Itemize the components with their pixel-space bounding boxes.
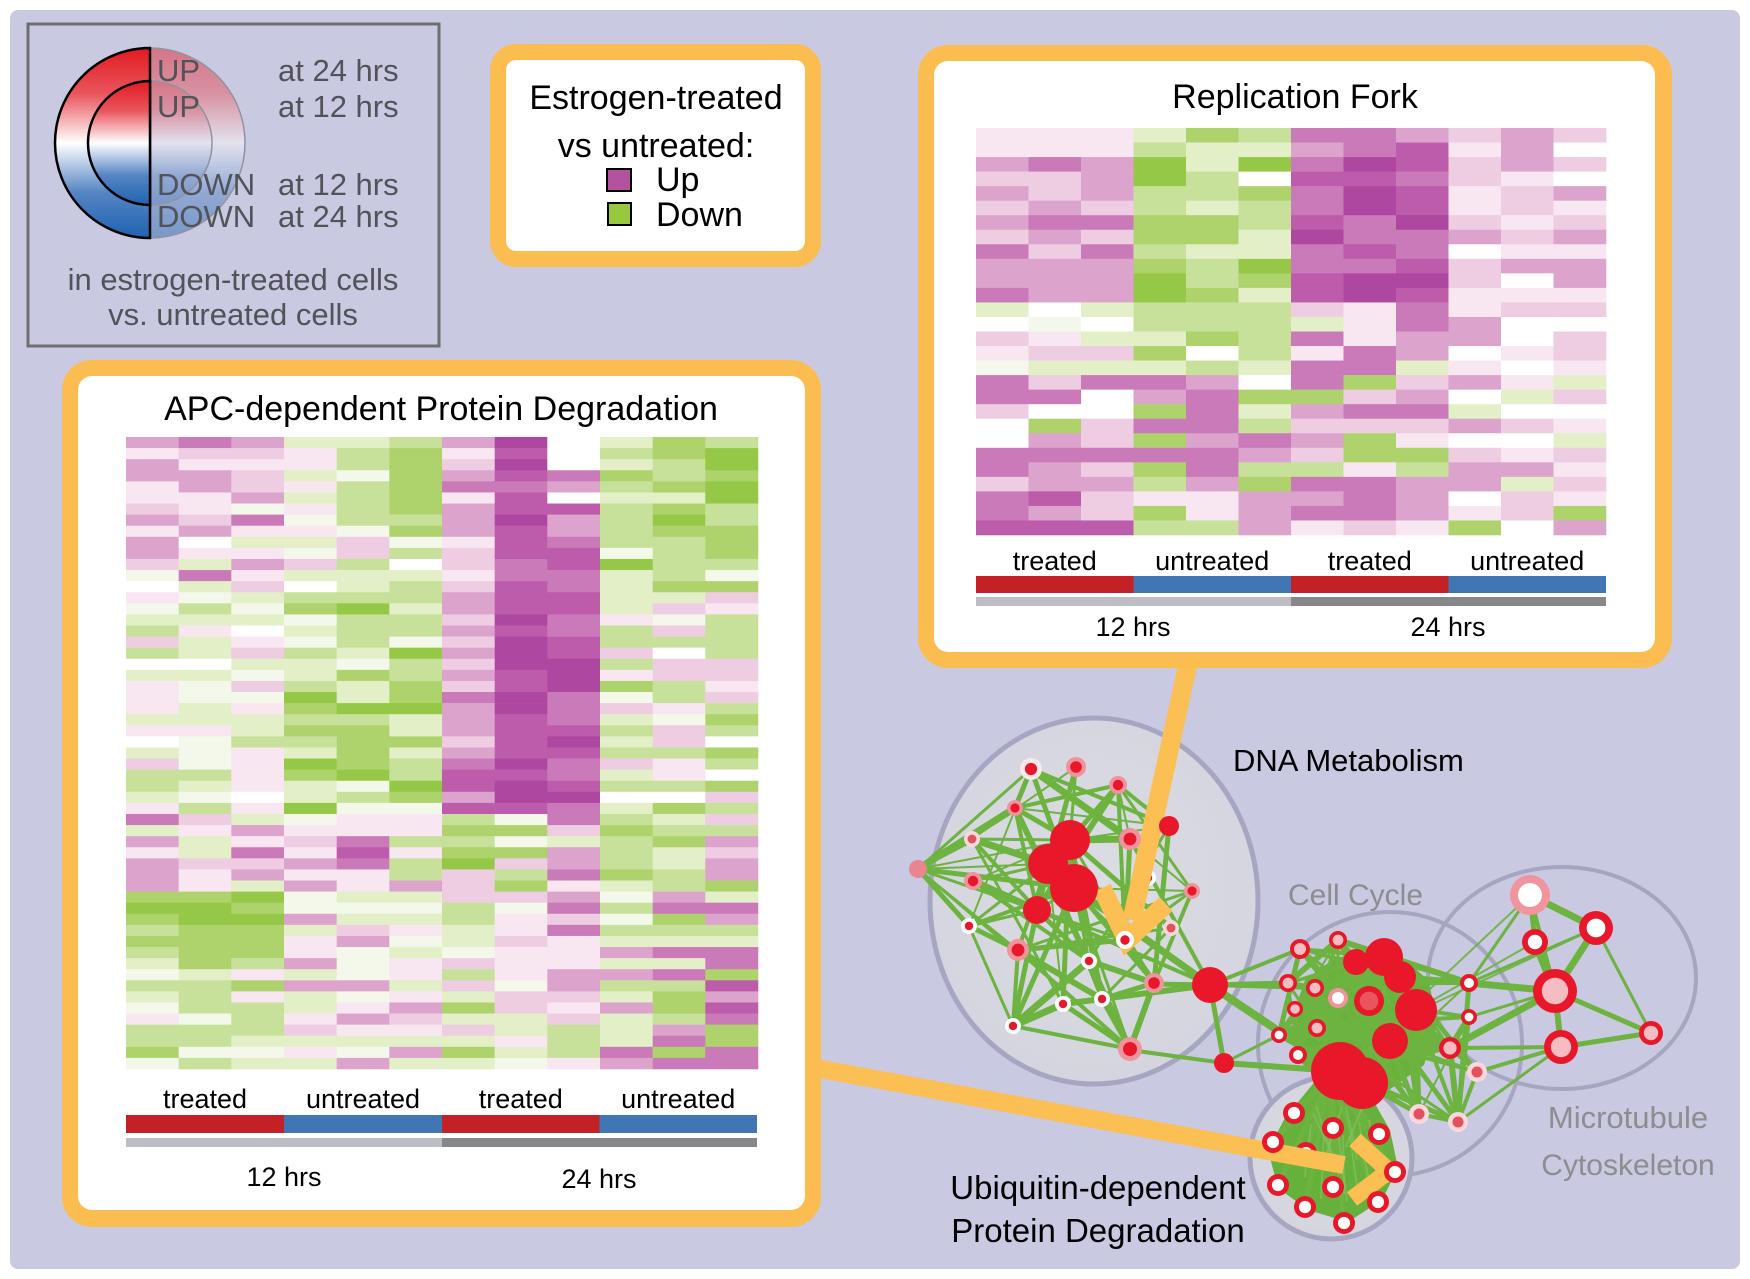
svg-text:at 12 hrs: at 12 hrs [278, 167, 399, 202]
svg-text:Protein Degradation: Protein Degradation [951, 1212, 1245, 1249]
svg-text:Cell Cycle: Cell Cycle [1288, 879, 1423, 912]
svg-text:at 24 hrs: at 24 hrs [278, 53, 399, 88]
svg-text:vs. untreated cells: vs. untreated cells [108, 297, 358, 332]
svg-text:24 hrs: 24 hrs [1410, 612, 1485, 642]
svg-text:12 hrs: 12 hrs [1095, 612, 1170, 642]
svg-text:Replication Fork: Replication Fork [1172, 78, 1419, 116]
svg-text:Ubiquitin-dependent: Ubiquitin-dependent [950, 1169, 1245, 1206]
svg-text:treated: treated [479, 1084, 563, 1114]
svg-text:24 hrs: 24 hrs [561, 1164, 636, 1194]
svg-text:at 24 hrs: at 24 hrs [278, 199, 399, 234]
svg-text:DOWN: DOWN [157, 199, 255, 234]
svg-text:untreated: untreated [1470, 546, 1584, 576]
svg-text:treated: treated [163, 1084, 247, 1114]
svg-text:treated: treated [1328, 546, 1412, 576]
svg-text:Cytoskeleton: Cytoskeleton [1541, 1149, 1714, 1182]
svg-text:DNA Metabolism: DNA Metabolism [1233, 743, 1464, 778]
svg-text:UP: UP [157, 53, 200, 88]
svg-text:treated: treated [1013, 546, 1097, 576]
svg-text:APC-dependent Protein Degradat: APC-dependent Protein Degradation [164, 390, 718, 428]
svg-text:Up: Up [656, 161, 699, 199]
svg-text:DOWN: DOWN [157, 167, 255, 202]
svg-text:Estrogen-treated: Estrogen-treated [529, 79, 782, 117]
svg-text:UP: UP [157, 89, 200, 124]
svg-text:vs untreated:: vs untreated: [558, 127, 755, 165]
svg-text:Microtubule: Microtubule [1548, 1100, 1708, 1135]
svg-text:12 hrs: 12 hrs [246, 1162, 321, 1192]
svg-text:Down: Down [656, 196, 743, 234]
svg-text:at 12 hrs: at 12 hrs [278, 89, 399, 124]
svg-text:untreated: untreated [306, 1084, 420, 1114]
svg-text:untreated: untreated [1155, 546, 1269, 576]
svg-text:in estrogen-treated cells: in estrogen-treated cells [68, 262, 399, 297]
svg-text:untreated: untreated [621, 1084, 735, 1114]
